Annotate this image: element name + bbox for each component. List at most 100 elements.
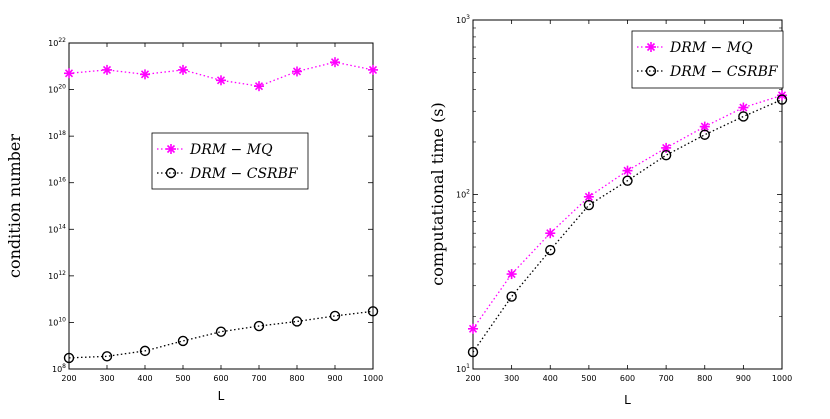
data-point-asterisk-stroke [368,65,378,74]
x-tick-label: 600 [213,374,228,383]
x-axis-label: L [218,389,225,403]
legend: DRM − MQ DRM − CSRBF [151,132,309,190]
series-line-1 [472,94,783,330]
data-point-asterisk-stroke [102,65,112,74]
data-point-circle [699,129,710,140]
data-point-asterisk [140,69,150,80]
data-point-asterisk [102,64,112,75]
y-tick-label: 1014 [48,223,66,234]
data-point-circle [622,175,633,186]
legend-frame [151,132,309,190]
data-point-asterisk [254,81,264,92]
y-axis-label: condition number [5,134,24,278]
data-point-asterisk-stroke [292,67,302,76]
data-point-asterisk-stroke [700,122,709,131]
data-point-circle [583,199,595,211]
x-tick-label: 200 [465,374,480,383]
data-point-asterisk-stroke [254,82,264,91]
series-line-2 [68,310,374,359]
data-point-asterisk-stroke [178,65,188,74]
data-point-asterisk [368,64,378,75]
data-point-asterisk [545,228,556,239]
data-point-asterisk [622,165,633,176]
legend-label: DRM − MQ [189,142,273,158]
data-point-circle [660,149,672,161]
legend-marker-asterisk [646,42,656,52]
x-axis-label: L [624,393,631,407]
legend-label: DRM − CSRBF [669,64,779,80]
data-point-asterisk [506,269,517,280]
x-tick-label: 1000 [772,374,792,383]
chart-1: 200 300 400 500 600 700 800 900 1000 108 1010 1012 1… [5,37,383,403]
x-tick-label: 1000 [363,374,383,383]
y-tick-label: 103 [456,14,470,25]
x-tick-label: 900 [736,374,751,383]
x-tick-label: 900 [327,374,342,383]
data-point-asterisk-stroke [140,70,150,79]
x-tick-label: 700 [658,374,673,383]
y-tick-label: 1016 [48,177,66,188]
data-point-circle [776,94,788,105]
x-tick-label: 200 [61,374,76,383]
data-point-asterisk-stroke [64,69,74,78]
data-point-asterisk [216,75,226,86]
data-point-asterisk [64,68,74,79]
data-point-circle [101,351,113,362]
data-point-asterisk [330,57,340,68]
legend-marker-asterisk [166,144,176,154]
y-tick-label: 1020 [48,84,66,95]
y-tick-label: 108 [52,363,66,374]
x-tick-label: 300 [504,374,519,383]
y-axis-label: computational time (s) [428,102,447,285]
data-point-asterisk-stroke [468,324,478,333]
data-point-circle [738,111,749,122]
chart-2: 200 300 400 500 600 700 800 900 1000 101 102 103 com… [428,14,792,407]
legend-label: DRM − CSRBF [189,166,299,182]
y-tick-label: 102 [456,189,470,200]
x-tick-label: 400 [543,374,558,383]
x-tick-label: 500 [581,374,596,383]
legend-frame [631,30,784,89]
data-point-asterisk-stroke [546,229,555,238]
y-tick-label: 101 [456,363,470,374]
legend-marker-circle [165,167,177,179]
y-tick-label: 1010 [48,316,66,327]
data-point-circle [139,345,151,357]
x-tick-label: 300 [99,374,114,383]
x-tick-label: 400 [137,374,152,383]
x-tick-label: 500 [175,374,190,383]
data-point-asterisk-stroke [623,166,632,175]
data-point-circle [329,310,341,322]
plot-area-frame [68,42,374,370]
y-tick-label: 1012 [48,270,66,281]
x-tick-label: 600 [620,374,635,383]
y-tick-label: 1018 [48,130,66,141]
x-tick-label: 800 [697,374,712,383]
data-point-asterisk-stroke [739,103,748,112]
x-tick-label: 700 [251,374,266,383]
legend-label: DRM − MQ [669,40,753,56]
data-point-asterisk-stroke [584,192,593,201]
data-point-circle [253,320,265,332]
data-point-circle [367,306,379,317]
data-point-asterisk-stroke [507,269,516,279]
data-point-circle [291,316,303,327]
legend-marker-asterisk-stroke [166,144,176,154]
data-point-asterisk [292,66,302,77]
data-point-circle [506,291,517,302]
series-line-2 [472,98,783,353]
legend-marker-asterisk-stroke [646,42,656,52]
data-point-circle [545,244,556,256]
legend-marker-circle [645,65,657,77]
data-point-asterisk [178,64,188,75]
data-point-asterisk [468,323,478,334]
data-point-circle [63,352,75,364]
data-point-asterisk [738,102,749,113]
data-point-asterisk-stroke [216,76,226,85]
data-point-circle [177,335,189,347]
data-point-asterisk-stroke [330,58,340,67]
data-point-circle [215,326,227,337]
legend: DRM − MQ DRM − CSRBF [631,30,784,89]
y-tick-label: 1022 [48,37,66,48]
